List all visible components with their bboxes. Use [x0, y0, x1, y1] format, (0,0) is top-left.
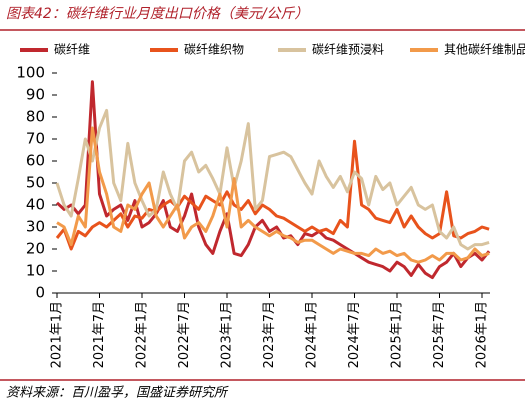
x-tick-label: 2025年7月	[432, 301, 447, 368]
source-note: 资料来源：百川盈孚，国盛证券研究所	[6, 385, 229, 401]
x-tick-label: 2024年7月	[347, 301, 362, 368]
y-tick-label: 100	[16, 64, 45, 82]
x-tick-label: 2021年1月	[50, 301, 65, 368]
x-tick-label: 2023年7月	[262, 301, 277, 368]
legend-label: 碳纤维织物	[184, 43, 244, 57]
legend-label: 其他碳纤维制品	[444, 43, 525, 57]
x-tick-label: 2026年1月	[475, 301, 490, 368]
x-tick-label: 2024年1月	[305, 301, 320, 368]
y-tick-label: 10	[26, 262, 45, 280]
x-tick-label: 2023年1月	[220, 301, 235, 368]
x-tick-label: 2022年1月	[135, 301, 150, 368]
y-tick-label: 0	[35, 284, 45, 302]
y-tick-label: 40	[26, 196, 45, 214]
series-line	[55, 80, 491, 280]
series-line	[55, 139, 490, 251]
y-tick-label: 60	[26, 152, 45, 170]
y-tick-label: 50	[26, 174, 45, 192]
x-tick-label: 2021年7月	[92, 301, 107, 368]
chart-title: 图表42：碳纤维行业月度出口价格（美元/公斤）	[6, 6, 309, 22]
y-tick-label: 70	[26, 130, 45, 148]
series-line	[55, 108, 490, 251]
legend-label: 碳纤维预浸料	[312, 43, 384, 57]
series-line	[56, 126, 490, 264]
y-tick-label: 80	[26, 108, 45, 126]
legend-label: 碳纤维	[54, 43, 90, 57]
x-tick-label: 2025年1月	[390, 301, 405, 368]
y-tick-label: 30	[26, 218, 45, 236]
x-tick-label: 2022年7月	[177, 301, 192, 368]
y-tick-label: 20	[26, 240, 45, 258]
y-tick-label: 90	[26, 86, 45, 104]
